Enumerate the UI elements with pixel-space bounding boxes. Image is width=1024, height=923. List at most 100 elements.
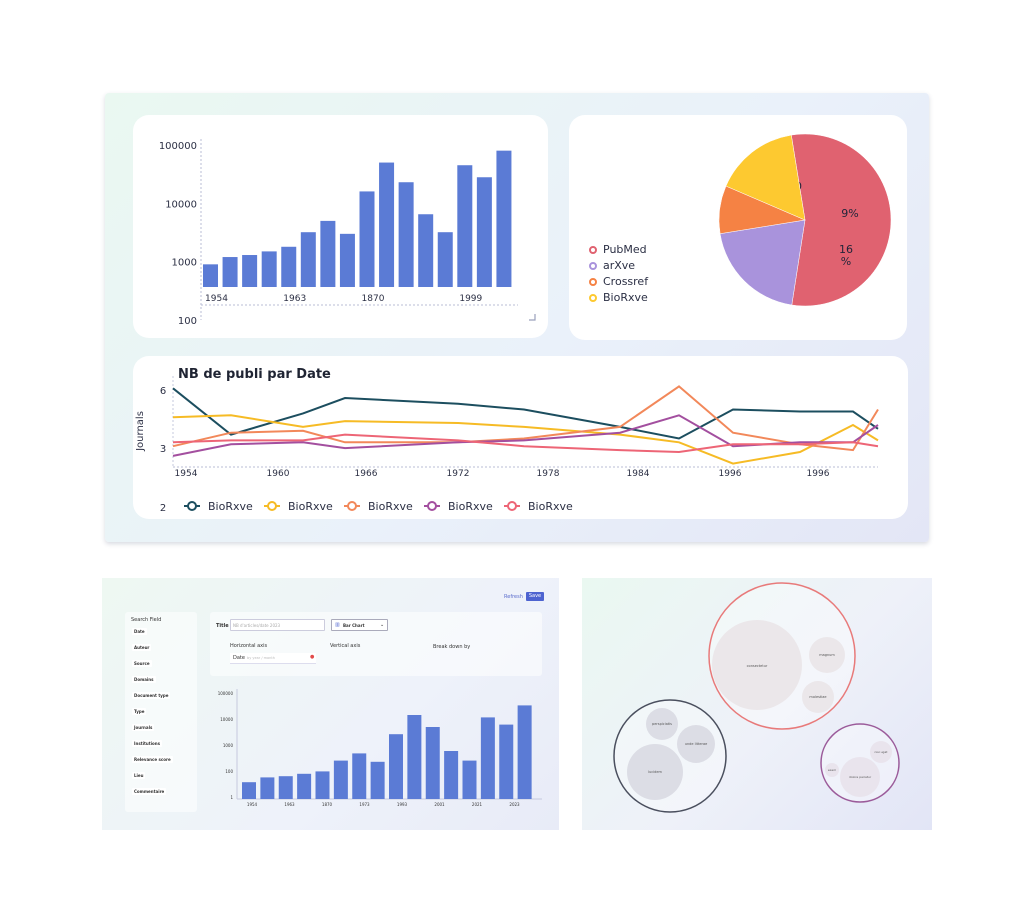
date-chip-placeholder: by year / month	[247, 656, 275, 660]
y-tick-label: 100000	[159, 141, 197, 152]
bar	[389, 734, 403, 799]
chart-type-value: Bar Chart	[343, 623, 365, 628]
bar	[370, 761, 385, 799]
bubble	[802, 681, 834, 713]
pie-slice	[791, 133, 892, 307]
x-tick-label: 1972	[447, 469, 470, 479]
x-tick-label: 1996	[807, 469, 830, 479]
sidebar-field-item[interactable]: Type	[132, 708, 147, 715]
sidebar-field-item[interactable]: Relevance score	[132, 756, 173, 763]
bar	[300, 232, 316, 287]
pie-slice	[725, 134, 806, 221]
y-tick-label: 10000	[220, 717, 233, 722]
y-tick-label: 1	[230, 795, 233, 800]
y-tick-label: 1000	[172, 258, 197, 269]
legend-marker-icon	[267, 501, 277, 511]
bar	[398, 182, 414, 287]
legend-label: BioRxve	[448, 500, 493, 513]
config-panel: Title NB d'articles/date 2023 ▥ Bar Char…	[210, 612, 542, 676]
bar	[476, 177, 492, 287]
bar	[278, 776, 293, 799]
legend-marker-icon	[427, 501, 437, 511]
bar	[297, 773, 312, 799]
x-tick-label: 1954	[247, 802, 258, 807]
bar	[222, 257, 238, 287]
close-icon[interactable]: ●	[310, 654, 315, 660]
x-tick-label: 1984	[627, 469, 650, 479]
pie-legend-item[interactable]: Crossref	[589, 275, 648, 288]
date-chip-label: Date	[233, 655, 245, 661]
pie-slice	[719, 219, 806, 306]
breakdown-label: Break down by	[433, 644, 471, 650]
bar	[499, 724, 514, 799]
legend-label: BioRxve	[368, 500, 413, 513]
bar	[444, 751, 459, 799]
x-tick-label: 1966	[355, 469, 378, 479]
pie-slice-label: 16%	[839, 243, 853, 268]
legend-label: BioRxve	[603, 291, 648, 304]
y-tick-label: 6	[160, 386, 166, 397]
pie-legend-item[interactable]: arXve	[589, 259, 635, 272]
legend-marker-icon	[589, 278, 597, 286]
bar	[242, 782, 256, 799]
series-line	[172, 387, 879, 440]
legend-marker-icon	[507, 501, 517, 511]
bubble	[870, 741, 892, 763]
dashboard-panel: 100 1000 10000 100000 1954 1963 1870 1999 PubMe…	[105, 93, 929, 542]
legend-label: Crossref	[603, 275, 649, 288]
x-tick-label: 1993	[397, 802, 408, 807]
sidebar-field-item[interactable]: Domains	[132, 676, 156, 683]
pie-slice-label: 9%	[841, 207, 858, 220]
title-input[interactable]: NB d'articles/date 2023	[230, 619, 325, 631]
sidebar-field-item[interactable]: Journals	[132, 724, 155, 731]
legend-marker-icon	[187, 501, 197, 511]
pie-legend-item[interactable]: PubMed	[589, 243, 647, 256]
resize-handle-icon	[529, 314, 536, 321]
bubble-label: consectetur	[747, 664, 768, 668]
builder-bar-chart: 100000 10000 1000 100 1 1954 1963 1870 1973 1993 2…	[218, 689, 547, 807]
bubble-label: exem	[828, 768, 836, 772]
date-chip[interactable]: Date by year / month ●	[230, 653, 316, 664]
bubble-label: lucidem	[648, 770, 662, 774]
bar	[339, 233, 355, 287]
bubble-label: molestiae	[809, 695, 826, 699]
bar-chart-card: 100 1000 10000 100000 1954 1963 1870 1999	[133, 115, 548, 338]
sidebar-field-item[interactable]: Institutions	[132, 740, 163, 747]
bar	[261, 251, 277, 287]
legend-label: BioRxve	[208, 500, 253, 513]
refresh-link[interactable]: Refresh	[504, 594, 523, 600]
y-tick-label: 100000	[218, 691, 234, 696]
sidebar-field-item[interactable]: Source	[132, 660, 152, 667]
x-tick-label: 1870	[322, 802, 333, 807]
search-field-sidebar: Search Field Date Auteur Source Domains Docu…	[125, 612, 197, 812]
x-tick-label: 1954	[205, 294, 228, 304]
bar	[425, 727, 440, 799]
pie-chart: 55%20%9%16%	[718, 133, 892, 307]
bubble-screen: consectetur magnum molestiae perspiciatis un…	[582, 578, 932, 830]
bubble	[712, 620, 802, 710]
bubble-label: dolore pariatur	[849, 775, 872, 779]
horizontal-axis-label: Horizontal axis	[230, 643, 268, 649]
save-button[interactable]: Save	[526, 592, 544, 601]
chart-type-select[interactable]: ▥ Bar Chart ⌄	[331, 619, 388, 631]
x-tick-label: 1973	[359, 802, 370, 807]
y-tick-label: 3	[160, 444, 166, 455]
y-tick-label: 2	[160, 503, 166, 514]
sidebar-field-item[interactable]: Auteur	[132, 644, 152, 651]
series-line	[172, 433, 879, 454]
sidebar-field-item[interactable]: Date	[132, 628, 147, 635]
sidebar-field-item[interactable]: Document type	[132, 692, 171, 699]
bubble	[840, 757, 880, 797]
y-tick-label: 100	[225, 769, 233, 774]
bar	[418, 214, 434, 287]
x-tick-label: 1963	[283, 294, 306, 304]
bar	[359, 191, 375, 287]
legend-marker-icon	[347, 501, 357, 511]
legend-label: arXve	[603, 259, 636, 272]
x-tick-label: 1954	[175, 469, 198, 479]
bar	[281, 246, 297, 287]
chart-title: NB de publi par Date	[178, 367, 331, 382]
pie-legend-item[interactable]: BioRxve	[589, 291, 648, 304]
sidebar-field-item[interactable]: Lieu	[132, 772, 146, 779]
sidebar-field-item[interactable]: Commentaire	[132, 788, 167, 795]
